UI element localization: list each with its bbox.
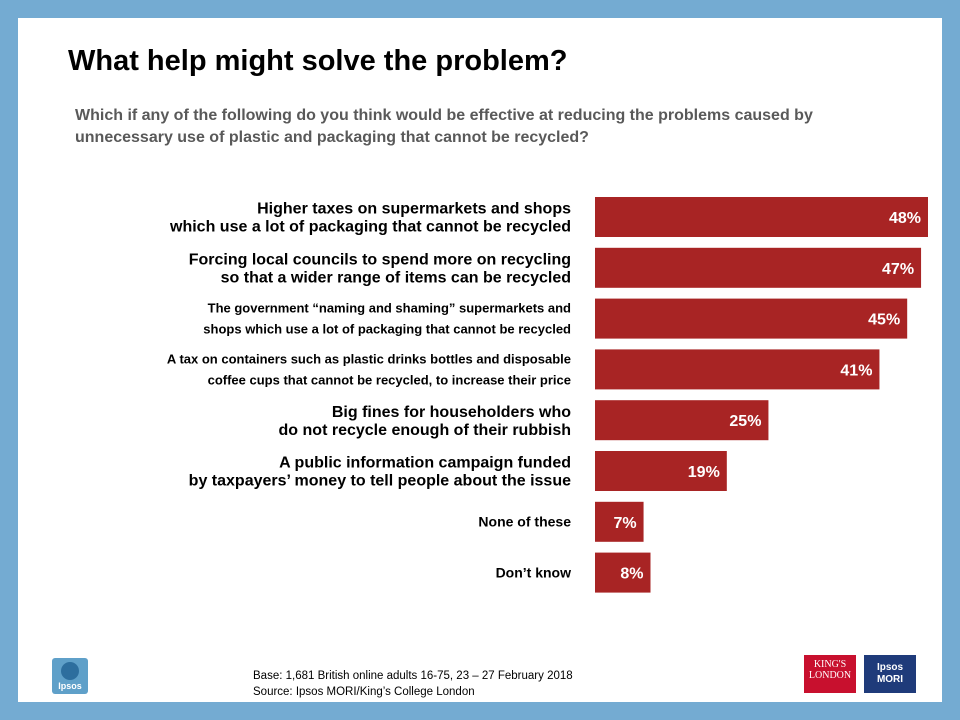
category-label-6: None of these bbox=[478, 514, 571, 530]
category-label-line: shops which use a lot of packaging that … bbox=[203, 322, 571, 337]
mori-line2: MORI bbox=[876, 674, 904, 685]
category-label-line: Higher taxes on supermarkets and shops bbox=[257, 201, 571, 218]
bar-value-label-1: 47% bbox=[882, 261, 914, 278]
category-label-line: do not recycle enough of their rubbish bbox=[279, 422, 571, 439]
source-note: Source: Ipsos MORI/King’s College London bbox=[253, 686, 475, 698]
category-label-line: so that a wider range of items can be re… bbox=[221, 269, 571, 286]
bar-6 bbox=[595, 501, 644, 542]
mori-line1: Ipsos bbox=[876, 662, 904, 673]
category-label-line: coffee cups that cannot be recycled, to … bbox=[208, 372, 571, 387]
bar-2 bbox=[595, 298, 908, 339]
kcl-line2: LONDON bbox=[808, 670, 852, 681]
category-label-3: A tax on containers such as plastic drin… bbox=[167, 351, 571, 387]
bar-value-label-6: 7% bbox=[613, 515, 636, 532]
bar-3 bbox=[595, 349, 880, 390]
category-label-4: Big fines for householders who do not rec… bbox=[279, 404, 572, 439]
bar-0 bbox=[595, 197, 928, 237]
bar-4 bbox=[595, 400, 769, 441]
category-label-2: The government “naming and shaming” supe… bbox=[203, 301, 571, 337]
ipsos-mori-logo: Ipsos MORI bbox=[864, 655, 916, 693]
bar-value-label-4: 25% bbox=[729, 413, 761, 430]
question-text: Which if any of the following do you thi… bbox=[75, 107, 813, 146]
ipsos-logo: Ipsos bbox=[52, 658, 88, 694]
category-label-0: Higher taxes on supermarkets and shops wh… bbox=[169, 201, 571, 236]
category-label-line: The government “naming and shaming” supe… bbox=[208, 301, 571, 316]
category-label-line: Forcing local councils to spend more on … bbox=[189, 251, 571, 268]
category-label-line: Don’t know bbox=[496, 565, 572, 581]
category-label-5: A public information campaign funded by t… bbox=[189, 455, 571, 490]
ipsos-mori-wordmark: Ipsos MORI bbox=[102, 674, 191, 691]
category-label-7: Don’t know bbox=[496, 565, 572, 581]
bar-value-label-2: 45% bbox=[868, 312, 900, 329]
category-label-1: Forcing local councils to spend more on … bbox=[189, 251, 571, 286]
bar-value-label-3: 41% bbox=[840, 362, 872, 379]
ipsos-logo-text: Ipsos bbox=[58, 681, 82, 691]
bar-1 bbox=[595, 247, 922, 288]
bar-7 bbox=[595, 552, 651, 593]
bar-value-label-5: 19% bbox=[688, 464, 720, 481]
bar-value-label-7: 8% bbox=[620, 566, 643, 583]
category-label-line: which use a lot of packaging that cannot… bbox=[169, 219, 571, 236]
category-label-line: by taxpayers’ money to tell people about… bbox=[189, 473, 571, 490]
category-label-line: None of these bbox=[478, 514, 571, 530]
kings-college-logo: KING'S LONDON bbox=[804, 655, 856, 693]
page-title: What help might solve the problem? bbox=[68, 45, 568, 77]
category-label-line: A public information campaign funded bbox=[279, 455, 571, 472]
category-label-line: Big fines for householders who bbox=[332, 404, 571, 421]
bar-5 bbox=[595, 451, 727, 491]
kcl-line1: KING'S bbox=[813, 659, 847, 670]
base-note: Base: 1,681 British online adults 16-75,… bbox=[253, 670, 573, 682]
footer-notes: Base: 1,681 British online adults 16-75,… bbox=[253, 668, 573, 700]
ipsos-logo-circle bbox=[61, 662, 79, 680]
category-label-line: A tax on containers such as plastic drin… bbox=[167, 351, 571, 366]
bar-value-label-0: 48% bbox=[889, 210, 921, 227]
